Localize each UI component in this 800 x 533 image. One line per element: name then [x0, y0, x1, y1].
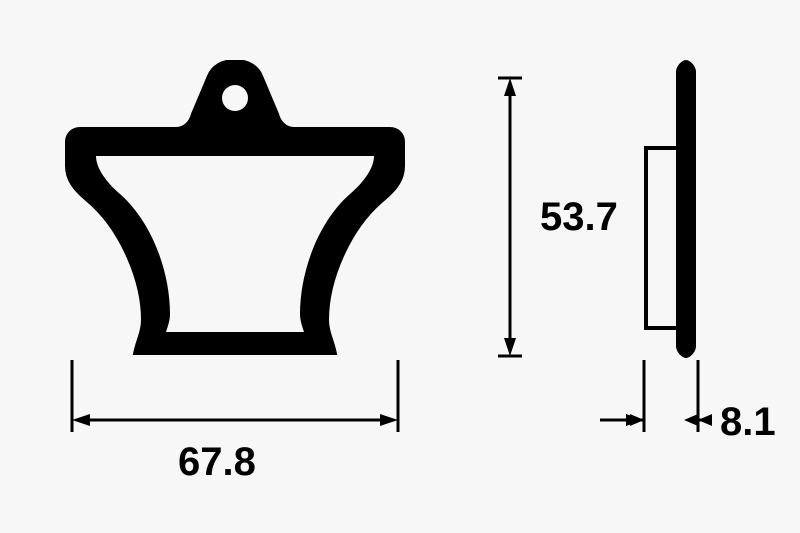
- thickness-label: 8.1: [720, 400, 776, 445]
- diagram-canvas: 67.8 53.7 8.1: [0, 0, 800, 533]
- thickness-dimension: [0, 0, 800, 533]
